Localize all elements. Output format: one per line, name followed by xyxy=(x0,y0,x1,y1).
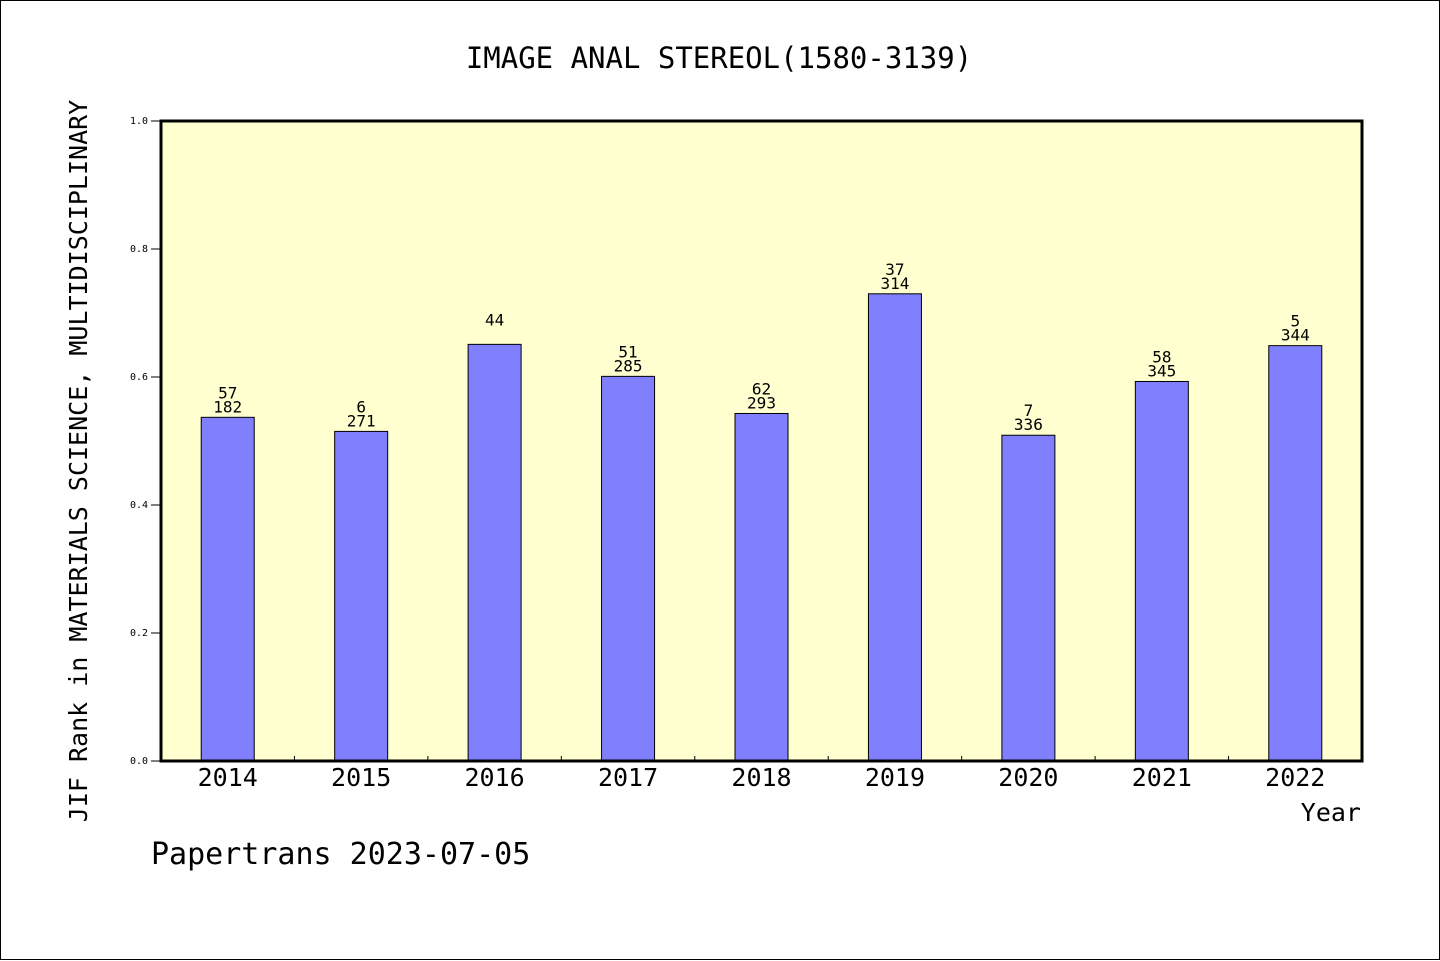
bar-label-rank: 7 xyxy=(1024,401,1034,420)
y-tick-label: 0.8 xyxy=(130,244,148,255)
x-tick-label: 2021 xyxy=(1132,763,1192,792)
bar-label-total: 293 xyxy=(747,393,776,412)
bar-label-rank: 37 xyxy=(885,260,904,279)
bar xyxy=(734,412,789,762)
y-tick-label: 1.0 xyxy=(130,116,148,127)
bar xyxy=(867,293,922,762)
y-tick-label: 0.6 xyxy=(130,372,148,383)
bar xyxy=(200,416,255,762)
x-tick-label: 2015 xyxy=(331,763,391,792)
bar-label-total: 344 xyxy=(1281,326,1310,345)
x-tick-label: 2016 xyxy=(465,763,525,792)
bar-label-total: 314 xyxy=(880,274,909,293)
x-tick-label: 2018 xyxy=(731,763,791,792)
bar xyxy=(1268,345,1323,762)
bar-label-rank: 57 xyxy=(218,383,237,402)
bar-label-total: 285 xyxy=(614,356,643,375)
y-tick-label: 0.4 xyxy=(130,500,148,511)
bar-label-total: 345 xyxy=(1147,361,1176,380)
bar xyxy=(1001,434,1056,762)
footer-credit: Papertrans 2023-07-05 xyxy=(151,837,530,872)
bar-label-total: 271 xyxy=(347,411,376,430)
x-tick-label: 2017 xyxy=(598,763,658,792)
bar-label-rank: 58 xyxy=(1152,347,1171,366)
y-tick-label: 0.2 xyxy=(130,628,148,639)
bar-label-total: 182 xyxy=(213,397,242,416)
bar-label-total: 336 xyxy=(1014,415,1043,434)
x-tick-label: 2020 xyxy=(998,763,1058,792)
bar xyxy=(1134,380,1189,762)
y-ticks: 0.0 0.2 0.4 0.6 0.8 1.0 xyxy=(130,116,161,767)
bar-label-rank: 6 xyxy=(356,397,366,416)
x-ticks: 2014 2015 2016 2017 2018 2019 2020 2021 2022 xyxy=(198,756,1325,792)
bars xyxy=(200,293,1323,762)
bar-label-rank: 5 xyxy=(1290,312,1300,331)
bar xyxy=(334,430,389,762)
plot-border xyxy=(159,119,1364,763)
y-tick-label: 0.0 xyxy=(130,756,148,767)
x-tick-label: 2019 xyxy=(865,763,925,792)
x-axis-label: Year xyxy=(1301,798,1361,827)
chart-title: IMAGE ANAL STEREOL(1580-3139) xyxy=(466,41,972,75)
bar-label-total: 44 xyxy=(485,310,504,329)
bar xyxy=(467,343,522,762)
bar-label-rank: 51 xyxy=(618,342,637,361)
x-tick-label: 2022 xyxy=(1265,763,1325,792)
y-axis-label: JIF Rank in MATERIALS SCIENCE, MULTIDISC… xyxy=(64,100,93,822)
x-tick-label: 2014 xyxy=(198,763,258,792)
bar-label-rank: 62 xyxy=(752,379,771,398)
bar xyxy=(601,375,656,762)
